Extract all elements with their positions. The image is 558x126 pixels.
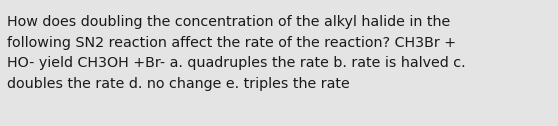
Text: How does doubling the concentration of the alkyl halide in the
following SN2 rea: How does doubling the concentration of t… [7, 15, 466, 91]
